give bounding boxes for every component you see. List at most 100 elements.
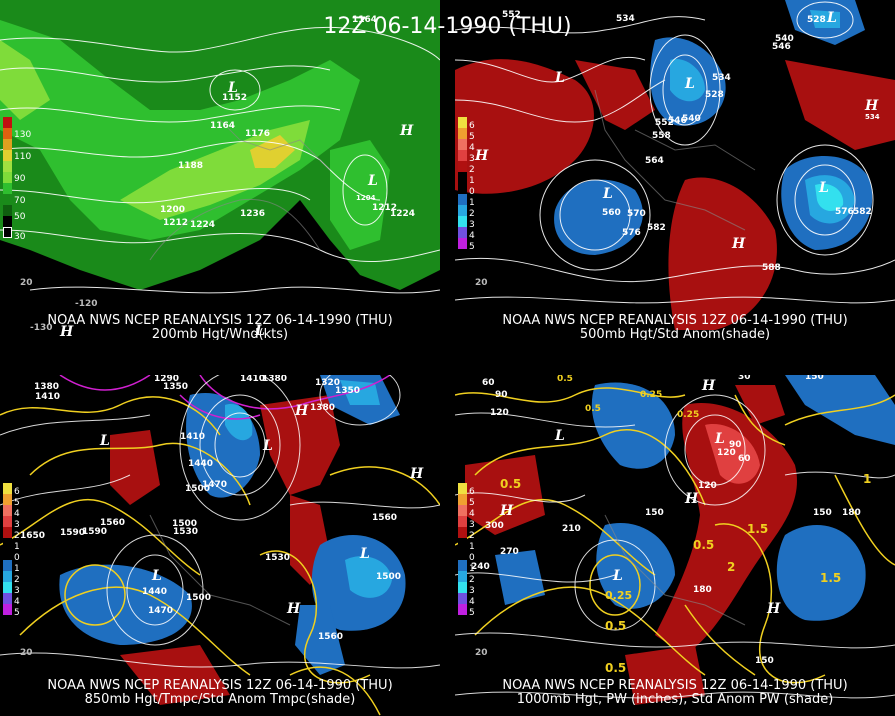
colorbar-tick: 90 — [14, 174, 26, 184]
contour-label: 1530 — [173, 527, 198, 537]
panel-caption: NOAA NWS NCEP REANALYSIS 12Z 06-14-1990 … — [455, 679, 895, 707]
colorbar-tick: 1 — [14, 542, 20, 552]
contour-label: 558 — [652, 131, 671, 141]
contour-label: 582 — [853, 207, 872, 217]
colorbar-tick: 2 — [469, 165, 475, 175]
low-marker: L — [684, 76, 695, 92]
colorbar-tick: 5 — [14, 498, 20, 508]
colorbar-tick: 0 — [14, 553, 20, 563]
contour-label: 150 — [805, 375, 824, 382]
colorbar-tick: 4 — [469, 597, 475, 607]
low-marker: L — [612, 568, 623, 584]
colorbar-1000mb — [458, 483, 467, 615]
anom-pos-area — [705, 424, 760, 484]
colorbar-tick: 2 — [14, 531, 20, 541]
contour-label: 1290 — [154, 375, 179, 384]
colorbar-850mb — [3, 483, 12, 615]
contour-label: 1560 — [372, 513, 397, 523]
colorbar-tick: 4 — [469, 509, 475, 519]
colorbar-tick: 5 — [469, 242, 475, 252]
contour-label: 1410 — [180, 432, 205, 442]
wind-shade-core — [250, 135, 295, 168]
colorbar-tick: 4 — [469, 143, 475, 153]
colorbar-tick: 3 — [14, 586, 20, 596]
high-marker: H — [409, 466, 424, 482]
caption-line2: 500mb Hgt/Std Anom(shade) — [579, 327, 771, 341]
contour-label: 120 — [717, 448, 736, 458]
low-marker: L — [367, 173, 378, 189]
low-marker: L — [826, 10, 837, 26]
high-marker: H — [701, 378, 716, 394]
lat-label: 20 — [475, 648, 488, 658]
contour-label: 1164 — [210, 121, 235, 131]
contour-label: 1236 — [240, 209, 265, 219]
contour-label: 1560 — [100, 518, 125, 528]
low-marker: L — [151, 568, 162, 584]
contour-label: 1380 — [34, 382, 59, 392]
contour-label: 1204 — [356, 194, 376, 202]
contour-label: 0.5 — [605, 619, 626, 633]
anom-pos-area — [655, 403, 797, 655]
chart-title: 12Z 06-14-1990 (THU) — [323, 14, 572, 39]
anom-neg-area — [810, 10, 840, 28]
contour-label: 552 — [655, 118, 674, 128]
contour-label: 1500 — [186, 593, 211, 603]
caption-line2: 1000mb Hgt, PW (inches), Std Anom PW (sh… — [516, 692, 834, 707]
panel-caption: NOAA NWS NCEP REANALYSIS 12Z 06-14-1990 … — [0, 313, 440, 341]
anom-pos-area — [668, 177, 777, 330]
contour-label: 576 — [622, 228, 641, 238]
contour-label: 534 — [616, 14, 635, 24]
colorbar-tick: 6 — [469, 121, 475, 131]
high-marker: H — [499, 503, 514, 519]
contour-label: 1176 — [245, 129, 270, 139]
colorbar-tick: 1 — [14, 564, 20, 574]
contour-label: 180 — [693, 585, 712, 595]
contour-label: 552 — [502, 10, 521, 20]
contour-label: 270 — [500, 547, 519, 557]
panel-850mb: L L L H H H L 1380 1410 1290 1350 1410 1… — [0, 375, 440, 716]
high-marker: H — [684, 491, 699, 507]
caption-line1: NOAA NWS NCEP REANALYSIS 12Z 06-14-1990 … — [47, 313, 393, 328]
contour-label: 1188 — [178, 161, 203, 171]
contour-label: 240 — [471, 562, 490, 572]
contour-label: 120 — [490, 408, 509, 418]
colorbar-tick: 3 — [469, 586, 475, 596]
contour-label: 120 — [698, 481, 717, 491]
contour-label: 1560 — [318, 632, 343, 642]
contour-label: 546 — [668, 116, 687, 126]
colorbar-tick: 3 — [14, 520, 20, 530]
anom-pos-area — [465, 455, 545, 535]
contour-label: 546 — [772, 42, 791, 52]
lat-label: 20 — [20, 648, 33, 658]
contour-label: 1380 — [262, 375, 287, 384]
contour-label: 1470 — [202, 480, 227, 490]
caption-line1: NOAA NWS NCEP REANALYSIS 12Z 06-14-1990 … — [502, 313, 848, 328]
low-marker: L — [554, 70, 565, 86]
colorbar-tick: 110 — [14, 152, 32, 162]
lon-label: -120 — [75, 299, 98, 309]
anom-neg-area — [225, 404, 253, 441]
high-marker: H — [474, 148, 489, 164]
colorbar-tick: 2 — [469, 575, 475, 585]
contour-label: 1500 — [172, 519, 197, 529]
contour-label: 576 — [835, 207, 854, 217]
colorbar-tick: 6 — [14, 487, 20, 497]
contour-label: 588 — [762, 263, 781, 273]
contour-label: 582 — [647, 223, 666, 233]
contour-label: 30 — [738, 375, 751, 382]
colorbar-tick: 50 — [14, 212, 26, 222]
contour-label: 528 — [705, 90, 724, 100]
contour-label: 1440 — [188, 459, 213, 469]
contour-label: 0.25 — [640, 390, 662, 400]
contour-label: 1470 — [148, 606, 173, 616]
colorbar-tick: 130 — [14, 130, 32, 140]
colorbar-tick: 5 — [469, 608, 475, 618]
low-marker: L — [262, 438, 273, 454]
contour-label: 210 — [562, 524, 581, 534]
contour-label: 1224 — [190, 220, 215, 230]
caption-line1: NOAA NWS NCEP REANALYSIS 12Z 06-14-1990 … — [47, 678, 393, 693]
anom-pos-area — [575, 60, 655, 130]
colorbar-tick: 4 — [14, 597, 20, 607]
contour-label: 1200 — [160, 205, 185, 215]
low-marker: L — [359, 546, 370, 562]
